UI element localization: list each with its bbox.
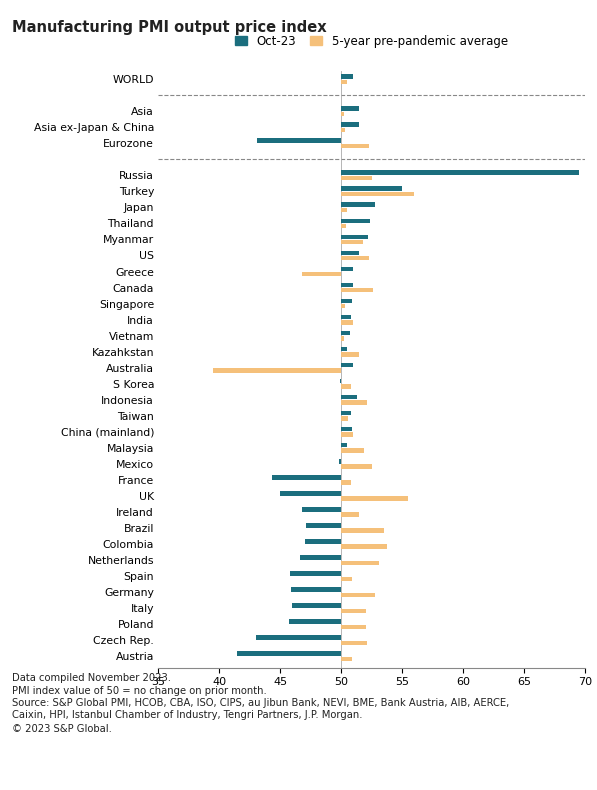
Bar — [341, 208, 347, 213]
Bar — [341, 144, 369, 149]
Bar — [338, 459, 341, 464]
Bar — [341, 224, 346, 228]
Bar — [289, 619, 341, 624]
Bar — [300, 555, 341, 560]
Bar — [341, 363, 353, 367]
Bar — [341, 171, 579, 175]
Bar — [341, 395, 357, 400]
Bar — [341, 202, 376, 207]
Bar — [341, 448, 364, 453]
Bar — [341, 80, 347, 84]
Bar — [341, 465, 371, 468]
Bar — [341, 529, 384, 533]
Bar — [341, 443, 347, 447]
Bar — [341, 192, 414, 196]
Bar — [341, 235, 368, 239]
Bar — [306, 523, 341, 528]
Bar — [341, 384, 351, 389]
Bar — [341, 401, 367, 404]
Bar — [256, 635, 341, 640]
Bar — [341, 336, 344, 340]
Text: PMI index value of 50 = no change on prior month.: PMI index value of 50 = no change on pri… — [12, 686, 267, 696]
Bar — [341, 427, 352, 431]
Bar — [341, 267, 353, 271]
Bar — [341, 416, 349, 421]
Bar — [341, 577, 352, 581]
Bar — [341, 219, 370, 223]
Bar — [341, 496, 408, 501]
Bar — [341, 250, 359, 255]
Bar — [341, 592, 376, 597]
Bar — [341, 641, 367, 645]
Bar — [341, 107, 359, 111]
Text: © 2023 S&P Global.: © 2023 S&P Global. — [12, 724, 112, 735]
Bar — [341, 656, 352, 661]
Bar — [341, 314, 351, 319]
Bar — [341, 283, 353, 287]
Text: Data compiled November 2023.: Data compiled November 2023. — [12, 673, 171, 683]
Bar — [280, 491, 341, 495]
Bar — [341, 513, 359, 517]
Bar — [290, 571, 341, 576]
Bar — [291, 587, 341, 592]
Bar — [341, 304, 345, 308]
Bar — [341, 625, 365, 629]
Bar — [341, 299, 352, 303]
Bar — [302, 507, 341, 512]
Bar — [341, 122, 359, 127]
Bar — [341, 256, 369, 261]
Bar — [341, 544, 387, 549]
Bar — [341, 352, 359, 356]
Text: Manufacturing PMI output price index: Manufacturing PMI output price index — [12, 20, 327, 35]
Bar — [341, 128, 345, 132]
Bar — [341, 608, 365, 613]
Bar — [341, 320, 353, 325]
Bar — [341, 411, 351, 416]
Bar — [272, 475, 341, 480]
Bar — [341, 111, 344, 116]
Legend: Oct-23, 5-year pre-pandemic average: Oct-23, 5-year pre-pandemic average — [233, 32, 510, 50]
Bar — [341, 74, 353, 79]
Bar — [341, 175, 371, 180]
Bar — [341, 432, 353, 437]
Bar — [341, 347, 347, 352]
Bar — [304, 540, 341, 544]
Bar — [341, 186, 402, 191]
Bar — [340, 379, 341, 383]
Bar — [341, 331, 350, 335]
Bar — [341, 240, 363, 244]
Bar — [238, 652, 341, 656]
Bar — [293, 604, 341, 608]
Bar — [302, 272, 341, 276]
Bar — [341, 561, 379, 565]
Text: Source: S&P Global PMI, HCOB, CBA, ISO, CIPS, au Jibun Bank, NEVI, BME, Bank Aus: Source: S&P Global PMI, HCOB, CBA, ISO, … — [12, 698, 509, 720]
Bar — [341, 288, 373, 292]
Bar — [213, 368, 341, 373]
Bar — [257, 138, 341, 143]
Bar — [341, 480, 351, 485]
